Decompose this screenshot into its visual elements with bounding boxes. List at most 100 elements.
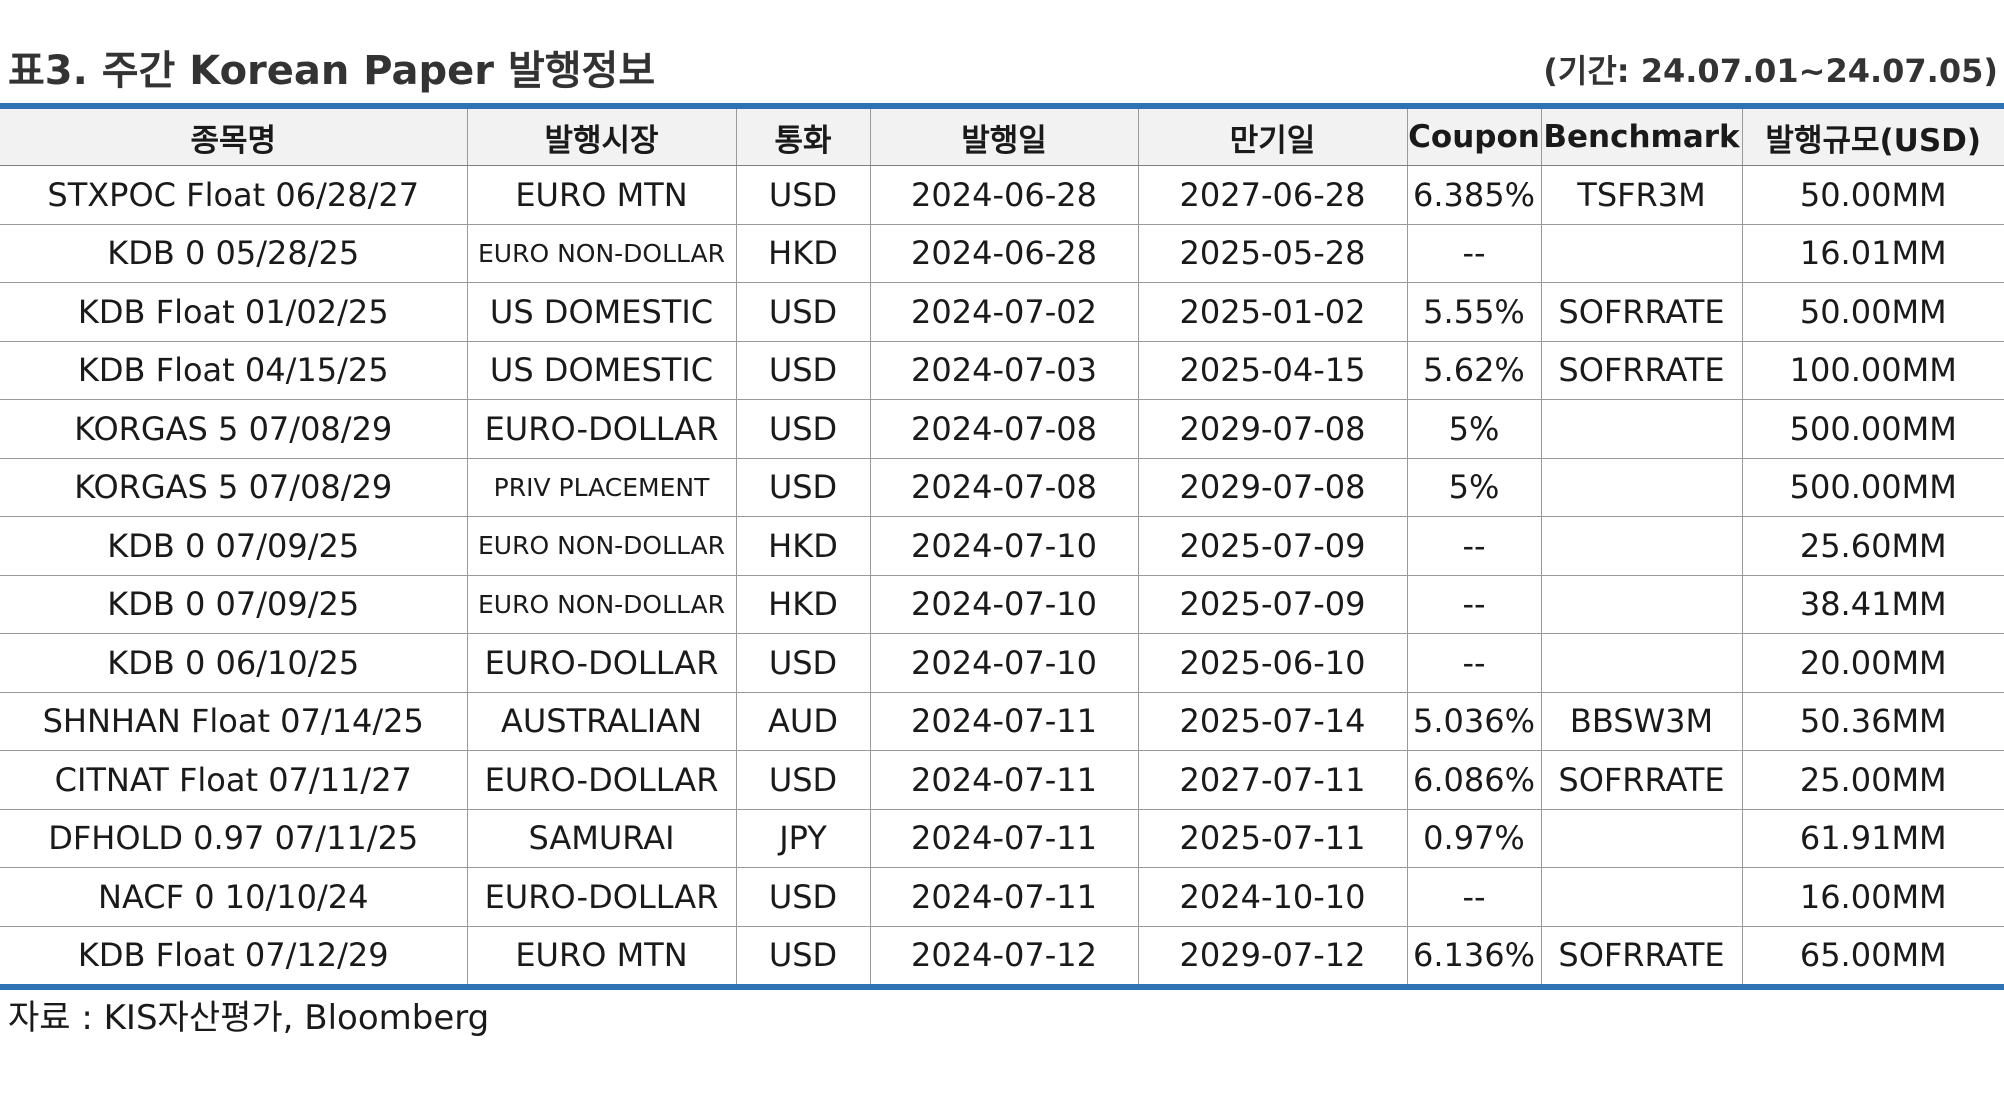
currency-cell: AUD [736,692,871,751]
benchmark-cell: BBSW3M [1541,692,1743,751]
issue-date-cell: 2024-07-12 [870,926,1139,984]
issue-date-cell: 2024-07-10 [870,516,1139,576]
issue-date-cell: 2024-07-08 [870,458,1139,517]
coupon-cell: -- [1407,575,1542,634]
maturity-date-cell: 2025-07-14 [1138,692,1408,751]
issue-date-cell: 2024-07-10 [870,575,1139,634]
maturity-date-cell: 2029-07-12 [1138,926,1408,984]
coupon-cell: 5% [1407,399,1542,459]
coupon-cell: 0.97% [1407,809,1542,868]
table-header-row: 종목명 발행시장 통화 발행일 만기일 Coupon Benchmark 발행규… [0,109,2004,166]
market-cell: EURO NON-DOLLAR [467,516,737,576]
issuance-table-container: 종목명 발행시장 통화 발행일 만기일 Coupon Benchmark 발행규… [0,103,2004,990]
currency-cell: USD [736,926,871,984]
table-row: KDB 0 05/28/25 EURO NON-DOLLAR HKD 2024-06-… [0,224,2004,283]
maturity-date-cell: 2025-01-02 [1138,282,1408,342]
table-row: STXPOC Float 06/28/27 EURO MTN USD 2024-06-… [0,165,2004,225]
issue-name-cell: DFHOLD 0.97 07/11/25 [0,809,468,868]
currency-cell: USD [736,399,871,459]
issue-size-cell: 50.00MM [1742,165,2004,225]
benchmark-cell [1541,633,1743,693]
coupon-cell: 5.62% [1407,341,1542,400]
currency-cell: USD [736,867,871,927]
issue-size-cell: 20.00MM [1742,633,2004,693]
issue-size-cell: 100.00MM [1742,341,2004,400]
issue-name-cell: KDB 0 07/09/25 [0,516,468,576]
issue-name-cell: KORGAS 5 07/08/29 [0,458,468,517]
issue-size-cell: 61.91MM [1742,809,2004,868]
currency-cell: USD [736,341,871,400]
coupon-cell: 5.55% [1407,282,1542,342]
table-row: KORGAS 5 07/08/29 EURO-DOLLAR USD 2024-07-0… [0,399,2004,459]
issue-size-cell: 25.60MM [1742,516,2004,576]
issue-name-cell: CITNAT Float 07/11/27 [0,750,468,810]
currency-cell: JPY [736,809,871,868]
maturity-date-cell: 2025-06-10 [1138,633,1408,693]
market-cell: EURO-DOLLAR [467,399,737,459]
table-row: SHNHAN Float 07/14/25 AUSTRALIAN AUD 2024-0… [0,692,2004,751]
header-issue-name: 종목명 [0,109,468,166]
market-cell: US DOMESTIC [467,341,737,400]
table-row: KDB 0 07/09/25 EURO NON-DOLLAR HKD 2024-07-… [0,575,2004,634]
maturity-date-cell: 2025-07-09 [1138,516,1408,576]
header-benchmark: Benchmark [1541,109,1743,166]
currency-cell: USD [736,282,871,342]
benchmark-cell [1541,809,1743,868]
maturity-date-cell: 2027-06-28 [1138,165,1408,225]
issue-name-cell: KDB Float 04/15/25 [0,341,468,400]
issue-date-cell: 2024-07-11 [870,867,1139,927]
benchmark-cell [1541,575,1743,634]
coupon-cell: 6.136% [1407,926,1542,984]
benchmark-cell [1541,399,1743,459]
currency-cell: HKD [736,224,871,283]
table-row: KDB Float 07/12/29 EURO MTN USD 2024-07-12 2… [0,926,2004,984]
market-cell: US DOMESTIC [467,282,737,342]
table-row: KDB Float 04/15/25 US DOMESTIC USD 2024-07-… [0,341,2004,400]
issue-date-cell: 2024-07-03 [870,341,1139,400]
issue-name-cell: KDB 0 05/28/25 [0,224,468,283]
market-cell: AUSTRALIAN [467,692,737,751]
issuance-table: 종목명 발행시장 통화 발행일 만기일 Coupon Benchmark 발행규… [0,109,2004,984]
issue-name-cell: STXPOC Float 06/28/27 [0,165,468,225]
header-market: 발행시장 [467,109,737,166]
table-row: KDB 0 06/10/25 EURO-DOLLAR USD 2024-07-10 20… [0,633,2004,693]
coupon-cell: -- [1407,867,1542,927]
issue-name-cell: NACF 0 10/10/24 [0,867,468,927]
issue-size-cell: 65.00MM [1799,936,1947,975]
issue-name-cell: KDB Float 07/12/29 [0,926,468,984]
coupon-cell: 5.036% [1407,692,1542,751]
currency-cell: HKD [736,575,871,634]
header-currency: 통화 [736,109,871,166]
benchmark-cell: SOFRRATE [1541,926,1743,984]
issue-date-cell: 2024-07-11 [870,750,1139,810]
issue-name-cell: KDB 0 07/09/25 [0,575,468,634]
issue-name-cell: KDB Float 01/02/25 [0,282,468,342]
issue-date-cell: 2024-07-08 [870,399,1139,459]
coupon-cell: 6.385% [1407,165,1542,225]
maturity-date-cell: 2027-07-11 [1138,750,1408,810]
maturity-date-cell: 2025-04-15 [1138,341,1408,400]
currency-cell: USD [736,633,871,693]
table-row: DFHOLD 0.97 07/11/25 SAMURAI JPY 2024-07-11… [0,809,2004,868]
issue-date-cell: 2024-07-11 [870,809,1139,868]
market-cell: PRIV PLACEMENT [467,458,737,517]
table-row: CITNAT Float 07/11/27 EURO-DOLLAR USD 2024-… [0,750,2004,810]
maturity-date-cell: 2029-07-08 [1138,458,1408,517]
coupon-cell: -- [1407,633,1542,693]
issue-size-cell: 50.36MM [1742,692,2004,751]
issue-name-cell: KDB 0 06/10/25 [0,633,468,693]
maturity-date-cell: 2029-07-08 [1138,399,1408,459]
issue-size-cell: 500.00MM [1742,399,2004,459]
issue-size-cell: 25.00MM [1742,750,2004,810]
coupon-cell: 5% [1407,458,1542,517]
header-issue-size: 발행규모(USD) [1742,109,2004,166]
market-cell: EURO-DOLLAR [467,633,737,693]
market-cell: EURO MTN [467,926,737,984]
issue-date-cell: 2024-06-28 [870,224,1139,283]
market-cell: SAMURAI [467,809,737,868]
market-cell: EURO NON-DOLLAR [467,224,737,283]
issue-date-cell: 2024-07-11 [870,692,1139,751]
issue-name-cell: SHNHAN Float 07/14/25 [0,692,468,751]
header-issue-date: 발행일 [870,109,1139,166]
issue-size-cell: 16.00MM [1742,867,2004,927]
